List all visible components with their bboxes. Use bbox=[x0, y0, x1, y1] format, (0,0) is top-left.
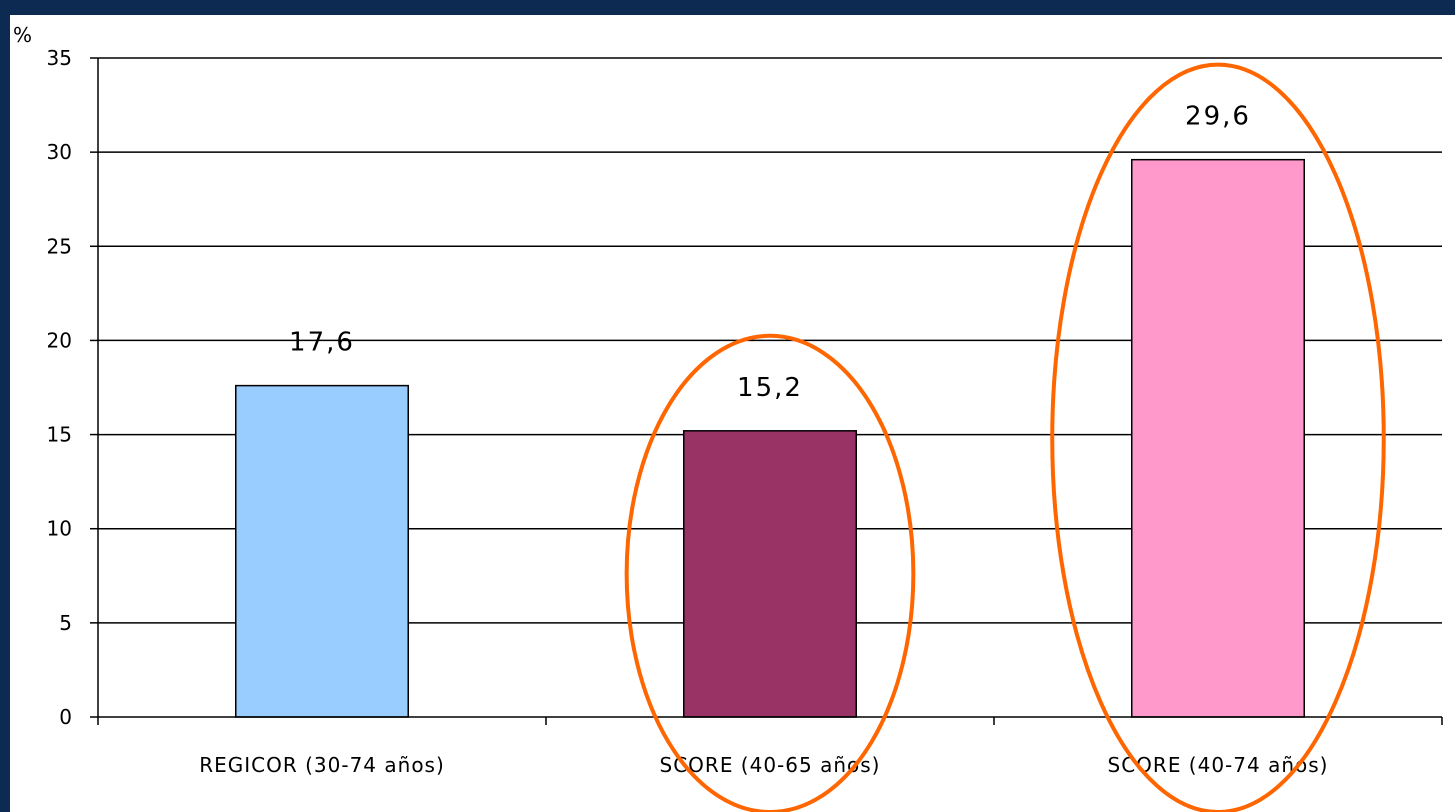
y-tick-label: 30 bbox=[47, 140, 72, 164]
x-tick-label: SCORE (40-65 años) bbox=[660, 753, 881, 777]
bar-chart: % 0 5 10 15 20 25 30 35 17,6 REGICOR (30-74 años… bbox=[13, 23, 1443, 812]
data-label: 17,6 bbox=[289, 328, 355, 358]
bar bbox=[683, 430, 857, 718]
data-label: 29,6 bbox=[1185, 102, 1251, 132]
y-axis-unit: % bbox=[13, 23, 32, 47]
highlight-ellipse bbox=[1050, 62, 1386, 812]
y-tick-label: 10 bbox=[47, 517, 72, 541]
y-tick-label: 5 bbox=[59, 611, 72, 635]
axes: % 0 5 10 15 20 25 30 35 bbox=[13, 23, 1443, 729]
bar bbox=[1131, 158, 1305, 718]
y-tick-label: 35 bbox=[47, 46, 72, 70]
bars bbox=[235, 158, 1305, 718]
chart-area: % 0 5 10 15 20 25 30 35 17,6 REGICOR (30-74 años… bbox=[10, 15, 1455, 812]
y-tick-label: 25 bbox=[47, 234, 72, 258]
x-tick-label: SCORE (40-74 años) bbox=[1108, 753, 1329, 777]
y-tick-label: 15 bbox=[47, 423, 72, 447]
y-tick-label: 20 bbox=[47, 328, 72, 352]
x-tick-label: REGICOR (30-74 años) bbox=[199, 753, 445, 777]
data-label: 15,2 bbox=[737, 373, 803, 403]
y-tick-label: 0 bbox=[59, 705, 72, 729]
bar bbox=[235, 384, 409, 718]
